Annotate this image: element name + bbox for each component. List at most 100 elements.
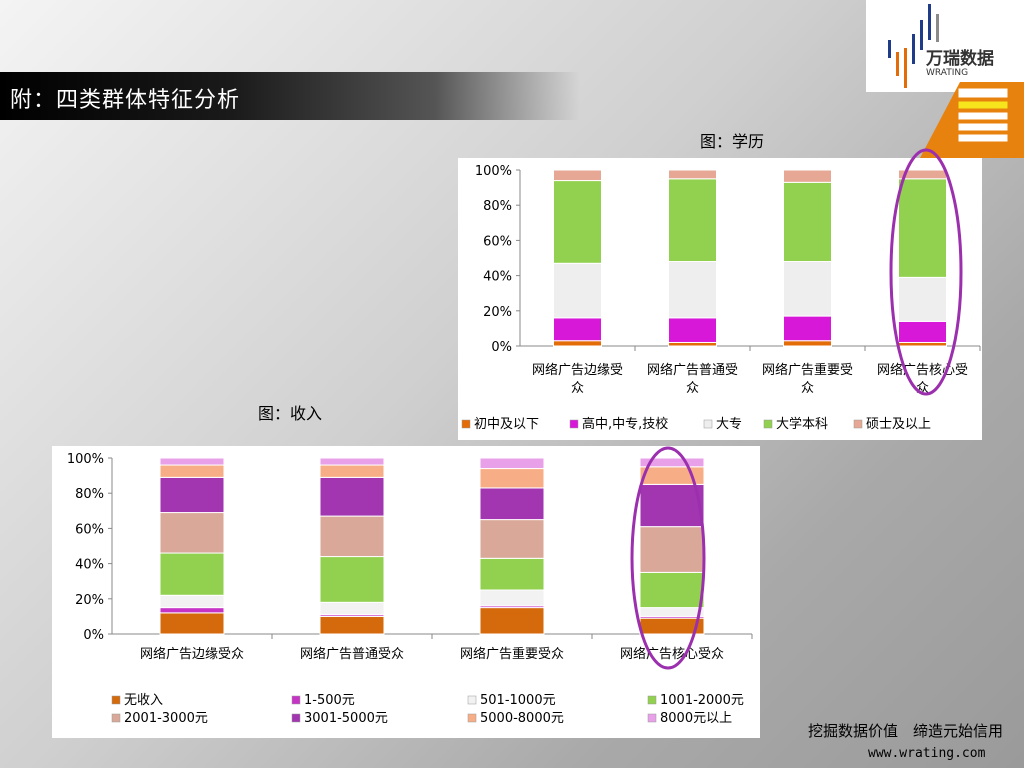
bar-segment [479,487,545,521]
bar-segment [639,617,705,635]
legend-label: 1-500元 [304,693,355,708]
legend-swatch [853,419,863,429]
x-category-label: 网络广告普通受众 [300,646,404,662]
legend-label: 高中,中专,技校 [582,416,668,432]
bar-segment [319,556,385,603]
bar-segment [639,457,705,468]
bar-segment [159,476,225,514]
bar-segment [668,261,717,319]
education-chart-panel: 0% 20% 40% 60% 80% 100% 网络广告边缘受众 网络广告普通受众 网络广告重要… [458,158,982,440]
bar-segment [159,552,225,596]
y-tick-label: 20% [75,593,104,608]
bar-segment [319,515,385,558]
y-tick-label: 20% [483,305,512,320]
y-tick-label: 60% [75,522,104,537]
legend-label: 8000元以上 [660,711,732,726]
bar-segment [668,178,717,263]
income-chart-caption: 图：收入 [258,404,323,423]
legend-swatch [461,419,471,429]
slogan: 挖掘数据价值 缔造元始信用 [808,722,1004,740]
bar-segment [898,320,947,343]
bar-segment [159,612,225,635]
bar-segment [553,169,602,182]
legend-label: 无收入 [124,693,163,708]
y-tick-label: 0% [83,628,104,643]
title-bar: 附：四类群体特征分析 [0,72,580,120]
legend-label: 2001-3000元 [124,711,208,726]
website-url: www.wrating.com [868,746,986,761]
x-category-label: 网络广告重要受 [762,362,853,378]
y-tick-label: 40% [483,270,512,285]
bar-segment [479,457,545,470]
legend-label: 初中及以下 [474,417,539,432]
legend-label: 501-1000元 [480,693,556,708]
x-category-label: 网络广告边缘受众 [140,646,244,662]
bar-segment [319,457,385,466]
logo-graphic: 万瑞数据 WRATING [888,4,994,88]
legend-swatch [703,419,713,429]
legend-swatch [647,713,657,723]
bar-segment [553,180,602,264]
x-category-label: 众 [571,381,584,396]
bar-segment [783,169,832,183]
bar-segment [639,483,705,528]
document-stack-icon [920,82,1024,158]
bar-segment [639,571,705,609]
legend-label: 硕士及以上 [866,417,931,432]
bar-segment [898,178,947,278]
legend-label: 1001-2000元 [660,693,744,708]
bar-segment [159,464,225,478]
bar-segment [898,341,947,347]
x-category-label: 网络广告普通受 [647,362,738,378]
legend-swatch [763,419,773,429]
legend-label: 5000-8000元 [480,711,564,726]
bar-segment [639,607,705,617]
legend-swatch [111,713,121,723]
bar-segment [553,340,602,347]
bar-segment [159,512,225,554]
wrating-logo: 万瑞数据 WRATING [866,0,1024,92]
legend-swatch [291,695,301,705]
bar-segment [319,476,385,517]
bar-segment [553,317,602,342]
bar-segment [898,169,947,180]
x-category-label: 网络广告核心受 [877,362,968,378]
bar-segment [479,589,545,607]
bar-segment [479,557,545,591]
bar-segment [479,607,545,635]
income-chart: 0% 20% 40% 60% 80% 100% 网络广告边缘受众 网络广告普通受众 网络广告重要… [67,452,753,726]
x-category-label: 众 [801,381,814,396]
bar-segment [479,519,545,559]
bar-segment [319,464,385,478]
bar-segment [783,181,832,263]
legend-swatch [569,419,579,429]
y-tick-label: 40% [75,558,104,573]
legend-swatch [647,695,657,705]
x-category-label: 网络广告边缘受 [532,362,623,378]
bar-segment [783,315,832,342]
legend-label: 3001-5000元 [304,711,388,726]
legend-label: 大专 [716,417,742,432]
logo-cn-text: 万瑞数据 [925,48,994,69]
x-category-label: 网络广告重要受众 [460,646,564,662]
income-chart-panel: 0% 20% 40% 60% 80% 100% 网络广告边缘受众 网络广告普通受众 网络广告重要… [52,446,760,738]
x-category-label: 网络广告核心受众 [620,646,724,662]
y-tick-label: 80% [483,199,512,214]
legend-label: 大学本科 [776,416,828,432]
bar-segment [783,340,832,347]
bar-segment [319,601,385,616]
bar-segment [159,594,225,609]
education-chart-caption: 图：学历 [700,132,765,151]
bar-segment [479,468,545,489]
bar-segment [553,262,602,319]
bar-segment [668,317,717,343]
x-category-label: 众 [916,381,929,396]
bar-segment [319,615,385,635]
y-tick-label: 100% [67,452,104,467]
bar-segment [668,341,717,347]
bar-segment [668,169,717,180]
bar-segment [639,526,705,573]
bar-segment [639,466,705,485]
legend-swatch [111,695,121,705]
bar-segment [159,457,225,466]
